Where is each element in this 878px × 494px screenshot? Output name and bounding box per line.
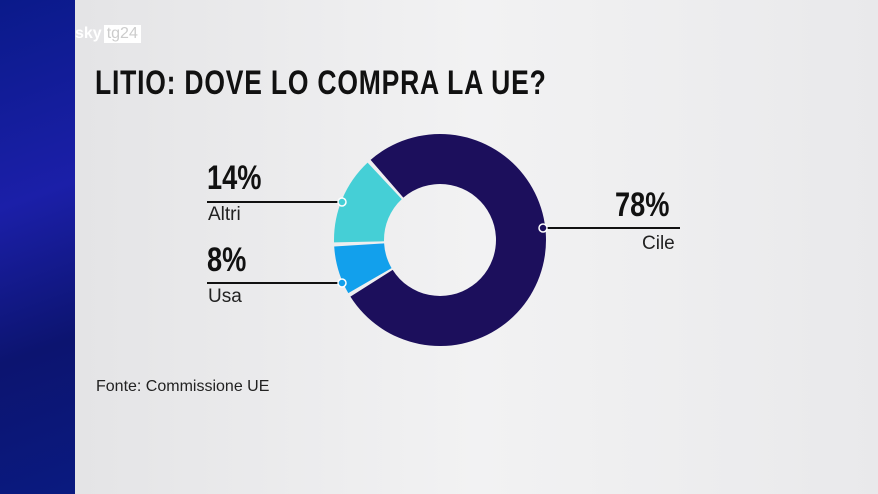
logo-channel: tg24: [103, 25, 141, 43]
content-panel: [75, 0, 878, 494]
leader-dot-cile: [538, 223, 548, 233]
sky-tg24-logo: sky tg24: [75, 25, 141, 43]
slice-cile: [350, 133, 547, 346]
value-label-altri: 14%: [207, 159, 262, 197]
category-label-cile: Cile: [642, 233, 675, 254]
value-label-cile: 78%: [615, 186, 670, 224]
source-note: Fonte: Commissione UE: [96, 378, 270, 395]
slice-usa: [334, 243, 392, 294]
chart-title: LITIO: DOVE LO COMPRA LA UE?: [95, 64, 547, 102]
left-decorative-band: [0, 0, 75, 494]
category-label-altri: Altri: [208, 204, 241, 225]
category-label-usa: Usa: [208, 286, 242, 307]
leader-dot-usa: [337, 278, 347, 288]
logo-brand: sky: [75, 25, 102, 42]
value-label-usa: 8%: [207, 241, 247, 279]
leader-dot-altri: [337, 197, 347, 207]
slice-altri: [334, 162, 402, 243]
